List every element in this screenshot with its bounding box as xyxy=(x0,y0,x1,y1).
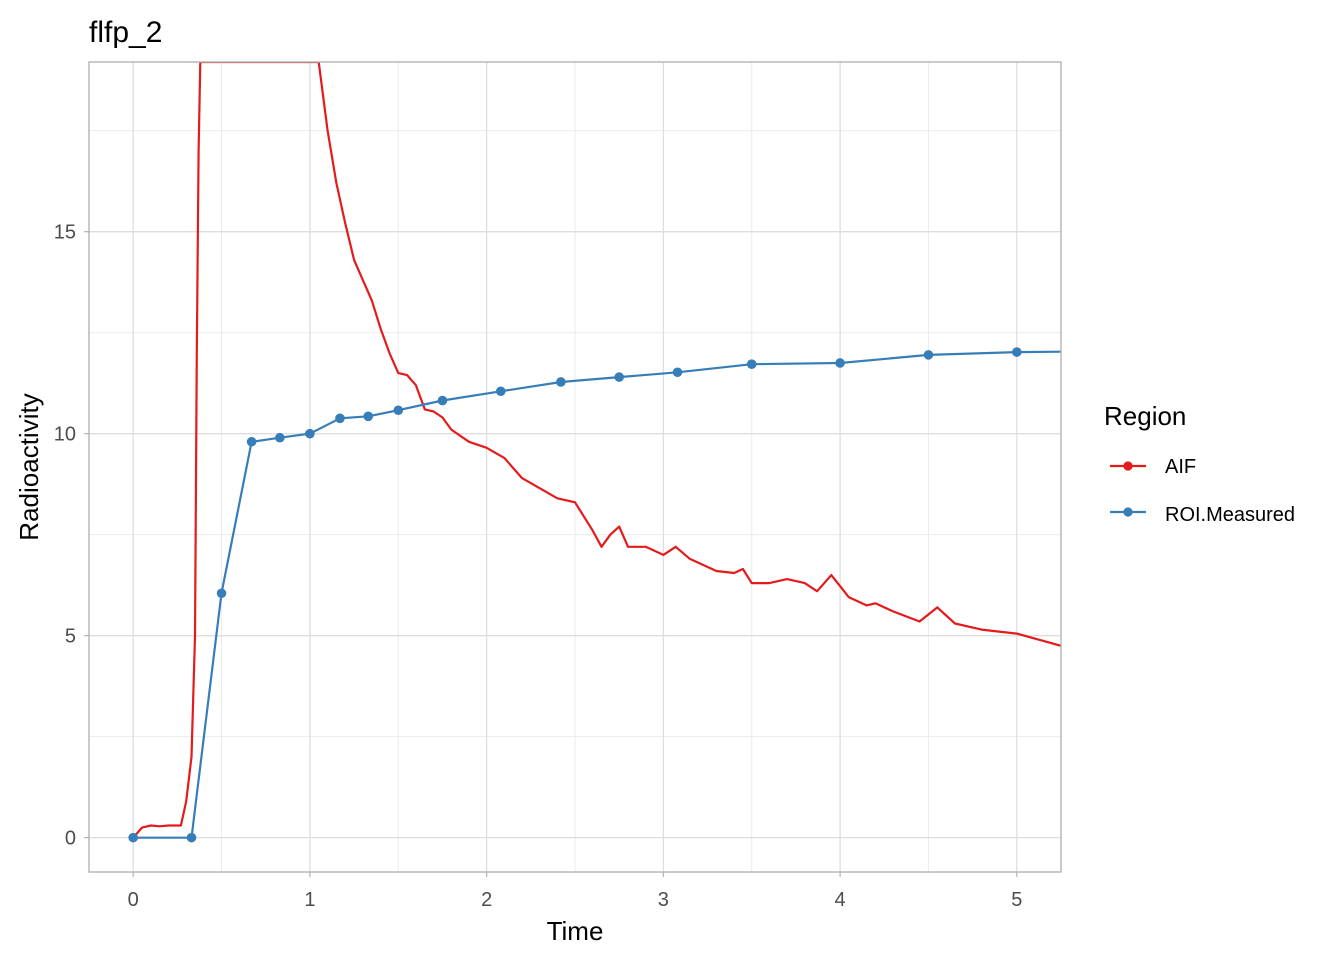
plot-border xyxy=(88,61,1062,873)
x-tick-label: 5 xyxy=(1011,889,1022,911)
legend-title: Region xyxy=(1104,401,1186,431)
data-point-roi-measured xyxy=(672,367,683,378)
x-tick-label: 3 xyxy=(658,889,669,911)
data-point-roi-measured xyxy=(1012,347,1022,357)
data-point-roi-measured xyxy=(128,832,138,843)
legend-label-aif: AIF xyxy=(1165,456,1196,478)
data-point-roi-measured xyxy=(216,588,227,599)
data-point-roi-measured xyxy=(335,413,345,424)
legend-key-point-aif xyxy=(1123,461,1133,471)
data-point-roi-measured xyxy=(186,832,197,843)
legend-item-aif: AIF xyxy=(1110,456,1196,478)
legend-label-roi-measured: ROI.Measured xyxy=(1165,504,1295,526)
y-tick-label: 0 xyxy=(65,828,76,850)
x-axis: 0 1 2 3 4 5 xyxy=(128,872,1022,911)
x-axis-title: Time xyxy=(547,916,604,946)
x-tick-label: 0 xyxy=(128,889,139,911)
data-point-roi-measured xyxy=(835,358,845,368)
chart-title: flfp_2 xyxy=(89,16,162,49)
x-tick-label: 1 xyxy=(304,889,315,911)
y-tick-label: 15 xyxy=(54,222,76,244)
series-line-aif xyxy=(132,62,1061,839)
data-point-roi-measured xyxy=(437,395,448,406)
y-axis-title: Radioactivity xyxy=(14,393,44,540)
y-tick-label: 5 xyxy=(65,626,76,648)
grid xyxy=(89,62,1061,872)
data-point-roi-measured xyxy=(305,428,315,439)
data-point-roi-measured xyxy=(923,350,934,360)
series-layer xyxy=(128,62,1061,843)
x-tick-label: 2 xyxy=(481,889,492,911)
legend-item-roi-measured: ROI.Measured xyxy=(1110,504,1295,526)
data-point-roi-measured xyxy=(556,377,566,387)
y-axis: 0 5 10 15 xyxy=(54,222,89,850)
data-point-roi-measured xyxy=(495,386,506,397)
data-point-roi-measured xyxy=(614,372,624,382)
data-point-roi-measured xyxy=(246,436,257,447)
legend: Region AIF ROI.Measured xyxy=(1104,401,1295,526)
legend-key-point-roi-measured xyxy=(1123,507,1133,517)
data-point-roi-measured xyxy=(363,411,374,422)
data-point-roi-measured xyxy=(393,405,404,416)
y-tick-label: 10 xyxy=(54,424,76,446)
data-point-roi-measured xyxy=(746,359,757,369)
x-tick-label: 4 xyxy=(835,889,846,911)
data-point-roi-measured xyxy=(275,432,285,443)
